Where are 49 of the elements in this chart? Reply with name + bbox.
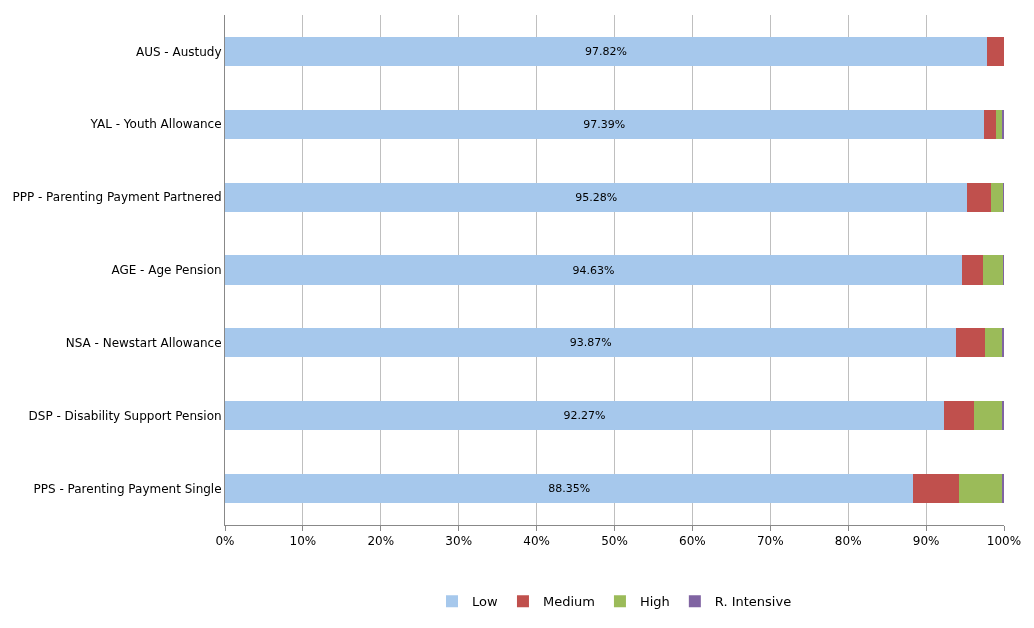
y-tick-label: DSP - Disability Support Pension <box>28 408 222 423</box>
bar <box>996 109 1002 139</box>
x-tick-label: 0% <box>215 534 235 549</box>
bar <box>225 182 968 212</box>
data-label: 92.27% <box>563 409 606 423</box>
bar <box>225 36 988 66</box>
data-label: 93.87% <box>569 336 612 350</box>
bar <box>987 36 1004 66</box>
bar <box>956 328 986 358</box>
bar <box>974 401 1003 431</box>
bar <box>959 474 1003 504</box>
data-label: 94.63% <box>572 263 615 277</box>
y-tick-label: PPS - Parenting Payment Single <box>33 481 222 496</box>
y-tick-label: PPP - Parenting Payment Partnered <box>12 190 222 205</box>
bar <box>991 182 1004 212</box>
x-tick-label: 80% <box>834 534 862 549</box>
data-label: 95.28% <box>575 190 618 204</box>
bar <box>985 328 1003 358</box>
y-tick-label: AGE - Age Pension <box>111 263 222 278</box>
data-label: 88.35% <box>548 482 591 496</box>
x-tick-label: 20% <box>367 534 395 549</box>
legend-label: Low <box>472 594 498 610</box>
data-label: 97.39% <box>583 117 626 131</box>
x-tick-label: 30% <box>445 534 473 549</box>
data-label: 97.82% <box>585 44 627 58</box>
bar <box>225 328 957 358</box>
legend-label: High <box>639 594 670 610</box>
y-tick-label: NSA - Newstart Allowance <box>65 336 222 351</box>
x-tick-label: 40% <box>523 534 550 549</box>
legend-label: R. Intensive <box>714 594 792 610</box>
x-tick-label: 100% <box>986 534 1022 549</box>
x-tick-label: 70% <box>756 534 784 549</box>
bar <box>913 474 960 504</box>
bar <box>983 255 1004 285</box>
bar <box>225 109 984 139</box>
x-tick-label: 10% <box>289 534 317 549</box>
x-tick-label: 90% <box>912 534 940 549</box>
x-tick-label: 60% <box>679 534 706 549</box>
bar <box>225 474 914 504</box>
x-tick-label: 50% <box>601 534 628 549</box>
bar <box>967 182 992 212</box>
bar <box>225 401 944 431</box>
bar <box>962 255 984 285</box>
y-tick-label: AUS - Austudy <box>135 44 222 59</box>
bar <box>225 255 963 285</box>
y-tick-label: YAL - Youth Allowance <box>89 117 222 132</box>
bar <box>943 401 975 431</box>
legend-label: Medium <box>542 594 595 610</box>
bar <box>983 109 997 139</box>
